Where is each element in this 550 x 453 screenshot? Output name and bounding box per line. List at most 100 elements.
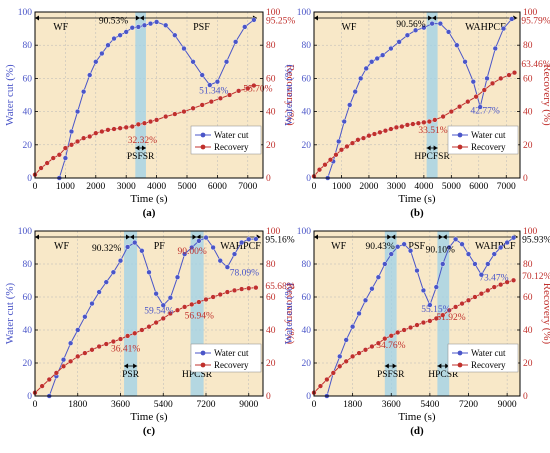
value-annotation: 59.54% bbox=[144, 307, 173, 317]
value-annotation: 90.43% bbox=[366, 242, 395, 252]
series-point bbox=[99, 50, 105, 57]
series-point bbox=[68, 142, 75, 148]
series-point bbox=[153, 319, 159, 326]
value-annotation: 32.32% bbox=[128, 136, 157, 146]
series-point bbox=[160, 302, 166, 308]
y-tick-label: 80 bbox=[23, 41, 33, 51]
series-point bbox=[404, 32, 410, 38]
series-point bbox=[103, 279, 109, 285]
series-point bbox=[117, 258, 124, 264]
series-point bbox=[355, 137, 361, 143]
band-label: HPCSR bbox=[428, 370, 459, 380]
series-point bbox=[459, 301, 465, 307]
legend-label: Recovery bbox=[214, 142, 249, 152]
series-point bbox=[484, 75, 490, 82]
legend-label: Water cut bbox=[214, 130, 249, 140]
series-point bbox=[473, 94, 479, 100]
series-point bbox=[426, 118, 432, 125]
series-point bbox=[322, 162, 328, 168]
series-point bbox=[146, 324, 152, 330]
series-point bbox=[420, 287, 427, 294]
series-point bbox=[62, 145, 69, 151]
value-annotation: 56.94% bbox=[185, 311, 214, 321]
series-point bbox=[472, 294, 478, 300]
series-point bbox=[498, 75, 504, 82]
series-point bbox=[491, 251, 497, 257]
series-point bbox=[233, 39, 239, 45]
series-point bbox=[139, 327, 145, 333]
y2-tick-label: 80 bbox=[523, 41, 533, 51]
series-point bbox=[510, 235, 517, 241]
legend-label: Water cut bbox=[471, 348, 506, 358]
x-tick-label: 4000 bbox=[147, 182, 166, 192]
value-annotation: 55.15% bbox=[421, 305, 450, 315]
legend-marker bbox=[457, 132, 463, 138]
series-point bbox=[477, 104, 483, 110]
series-point bbox=[440, 261, 446, 267]
x-tick-label: 0 bbox=[33, 400, 38, 410]
x-tick-label: 9000 bbox=[498, 400, 517, 410]
y2-tick-label: 60 bbox=[266, 293, 276, 303]
series-point bbox=[239, 286, 245, 292]
series-point bbox=[117, 336, 124, 342]
series-point bbox=[103, 341, 109, 347]
value-annotation: 70.12% bbox=[522, 272, 550, 282]
series-point bbox=[478, 291, 484, 297]
series-point bbox=[415, 120, 421, 126]
series-point bbox=[433, 284, 439, 290]
series-point bbox=[344, 143, 350, 150]
y-tick-label: 60 bbox=[302, 74, 312, 84]
series-point bbox=[110, 338, 116, 345]
series-point bbox=[203, 235, 209, 241]
series-point bbox=[506, 72, 512, 78]
x-axis-label: Time (s) bbox=[130, 193, 168, 205]
stage-band bbox=[135, 12, 146, 178]
series-point bbox=[388, 251, 394, 257]
y-tick-label: 40 bbox=[302, 108, 312, 118]
series-point bbox=[224, 289, 230, 295]
series-point bbox=[110, 269, 116, 275]
series-point bbox=[356, 310, 362, 317]
series-point bbox=[129, 25, 135, 31]
series-point bbox=[388, 45, 394, 52]
series-point bbox=[382, 261, 388, 267]
series-point bbox=[89, 301, 95, 307]
series-point bbox=[231, 251, 238, 257]
series-point bbox=[336, 138, 342, 145]
series-point bbox=[189, 301, 195, 308]
y2-tick-label: 20 bbox=[523, 359, 533, 369]
series-point bbox=[317, 383, 324, 389]
series-point bbox=[239, 239, 245, 246]
series-point bbox=[440, 312, 446, 318]
x-tick-label: 1000 bbox=[332, 182, 351, 192]
series-line bbox=[58, 19, 255, 179]
series-point bbox=[154, 19, 160, 25]
series-point bbox=[129, 123, 135, 130]
y-tick-label: 20 bbox=[23, 141, 33, 151]
y-tick-label: 100 bbox=[18, 227, 33, 237]
band-label: PSFSR bbox=[127, 152, 155, 162]
panel-label: (a) bbox=[143, 207, 156, 219]
series-point bbox=[154, 117, 160, 123]
value-annotation: 65.68% bbox=[265, 282, 294, 292]
stage-band bbox=[384, 231, 397, 396]
panel-label: (c) bbox=[143, 425, 156, 437]
series-point bbox=[74, 138, 81, 145]
y2-tick-label: 80 bbox=[266, 41, 276, 51]
series-point bbox=[485, 261, 491, 267]
y-tick-label: 40 bbox=[302, 326, 312, 336]
series-point bbox=[448, 108, 454, 115]
y2-tick-label: 40 bbox=[523, 326, 533, 336]
series-point bbox=[125, 333, 131, 339]
stage-label: WAHPCF bbox=[220, 241, 261, 252]
series-point bbox=[50, 155, 56, 161]
x-tick-label: 6000 bbox=[469, 182, 488, 192]
y-tick-label: 20 bbox=[302, 141, 312, 151]
y2-tick-label: 0 bbox=[266, 174, 271, 184]
series-point bbox=[369, 286, 375, 292]
series-point bbox=[343, 337, 349, 343]
series-point bbox=[217, 291, 223, 298]
series-point bbox=[82, 350, 88, 356]
series-point bbox=[231, 287, 238, 294]
series-point bbox=[132, 330, 138, 336]
